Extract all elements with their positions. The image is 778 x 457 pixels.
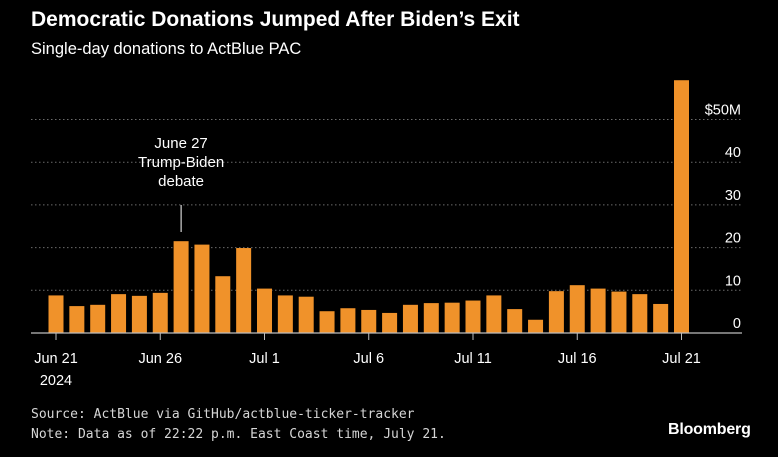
bar-2024-06-26 xyxy=(152,292,168,333)
x-axis: Jun 21 2024 Jun 26 Jul 1 Jul 6 Jul 11 Jul 16 Ju… xyxy=(31,332,742,389)
bar-2024-07-07 xyxy=(382,312,398,333)
source-note: Source: ActBlue via GitHub/actblue-ticke… xyxy=(31,407,415,422)
x-tick-label: Jul 1 xyxy=(249,351,280,367)
bar-2024-07-20 xyxy=(653,303,669,333)
bar-2024-06-24 xyxy=(111,294,127,333)
bar-2024-07-04 xyxy=(319,311,335,333)
y-tick-label: 20 xyxy=(725,231,741,247)
bloomberg-logo: Bloomberg xyxy=(668,421,751,438)
chart-title: Democratic Donations Jumped After Biden’… xyxy=(31,8,520,31)
annotation-text: June 27 xyxy=(154,135,207,152)
bar-2024-07-13 xyxy=(507,309,523,333)
x-tick-sublabel: 2024 xyxy=(40,373,72,389)
bar-2024-07-15 xyxy=(548,291,564,333)
bar-2024-07-09 xyxy=(423,303,439,333)
annotation-text: Trump-Biden xyxy=(138,154,224,171)
y-axis-labels: 0 10 20 30 40 $50M xyxy=(705,103,741,333)
bar-2024-07-06 xyxy=(361,309,377,333)
y-tick-label: 40 xyxy=(725,145,741,161)
bars xyxy=(48,80,689,333)
y-tick-label: $50M xyxy=(705,103,741,119)
bar-2024-07-19 xyxy=(632,294,648,333)
data-note: Note: Data as of 22:22 p.m. East Coast t… xyxy=(31,427,446,442)
bar-2024-06-21 xyxy=(48,295,64,333)
x-tick-label: Jun 26 xyxy=(138,351,182,367)
gridlines xyxy=(31,119,742,291)
bar-2024-07-18 xyxy=(611,291,627,333)
bar-2024-07-05 xyxy=(340,308,356,333)
bar-2024-06-29 xyxy=(215,276,231,333)
y-tick-label: 10 xyxy=(725,273,741,289)
x-tick-label: Jul 16 xyxy=(558,351,597,367)
bar-2024-07-21 xyxy=(674,80,689,333)
x-tick-label: Jul 11 xyxy=(454,351,492,367)
chart-subtitle: Single-day donations to ActBlue PAC xyxy=(31,40,302,58)
bar-2024-06-30 xyxy=(236,248,252,333)
bar-2024-07-01 xyxy=(257,288,272,333)
x-tick-label: Jun 21 xyxy=(34,351,78,367)
bar-2024-06-23 xyxy=(90,304,106,333)
bar-2024-07-03 xyxy=(298,296,314,333)
annotation-text: debate xyxy=(158,173,204,190)
bar-2024-07-12 xyxy=(486,295,502,333)
x-tick-label: Jul 6 xyxy=(353,351,384,367)
bar-2024-07-08 xyxy=(402,304,418,333)
bar-2024-07-17 xyxy=(590,288,606,333)
y-tick-label: 30 xyxy=(725,188,741,204)
bar-2024-07-16 xyxy=(569,285,585,333)
bar-2024-06-27 xyxy=(173,241,189,333)
x-tick-label: Jul 21 xyxy=(662,351,701,367)
bar-2024-06-25 xyxy=(131,295,147,333)
bar-2024-07-14 xyxy=(528,319,544,333)
bar-2024-06-28 xyxy=(194,244,210,333)
bar-2024-07-11 xyxy=(465,300,481,333)
y-tick-label: 0 xyxy=(733,316,741,332)
bar-2024-06-22 xyxy=(69,306,85,333)
bar-2024-07-02 xyxy=(277,295,293,333)
annotations: June 27 Trump-Biden debate xyxy=(138,135,224,232)
bar-2024-07-10 xyxy=(444,302,460,333)
